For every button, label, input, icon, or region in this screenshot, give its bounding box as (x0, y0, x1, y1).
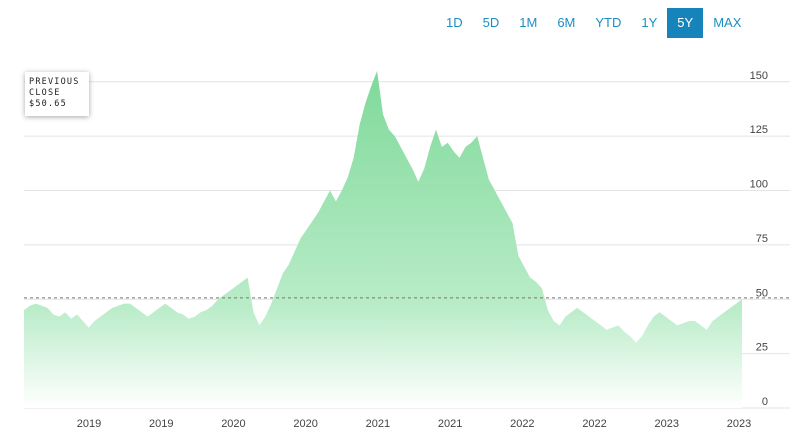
x-tick-label: 2023 (727, 418, 751, 430)
price-area (24, 70, 742, 409)
range-5d-button[interactable]: 5D (482, 15, 500, 30)
y-tick-label: 50 (756, 287, 768, 299)
y-axis-ticks: 0 25 50 75 100 125 150 (750, 70, 768, 408)
previous-close-label-2: CLOSE (29, 88, 61, 98)
range-6m-button[interactable]: 6M (557, 15, 576, 30)
range-5y-button[interactable]: 5Y (667, 8, 704, 38)
previous-close-value: $50.65 (29, 99, 67, 109)
range-1m-button[interactable]: 1M (519, 15, 538, 30)
previous-close-label-1: PREVIOUS (29, 77, 80, 87)
previous-close-badge: PREVIOUS CLOSE $50.65 (25, 72, 89, 116)
x-tick-label: 2023 (655, 418, 679, 430)
x-tick-label: 2019 (77, 418, 101, 430)
y-tick-label: 150 (750, 70, 768, 82)
y-tick-label: 75 (756, 233, 768, 245)
y-tick-label: 125 (750, 124, 768, 136)
x-tick-label: 2020 (221, 418, 245, 430)
x-tick-label: 2022 (582, 418, 606, 430)
range-1y-button[interactable]: 1Y (641, 15, 658, 30)
range-selector: 1D 5D 1M 6M YTD 1Y 5Y MAX (436, 8, 751, 38)
x-tick-label: 2021 (438, 418, 462, 430)
range-ytd-button[interactable]: YTD (595, 15, 622, 30)
y-tick-label: 25 (756, 342, 768, 354)
x-axis-ticks: 2019 2019 2020 2020 2021 2021 2022 2022 2023 2023 (77, 418, 751, 430)
x-tick-label: 2019 (149, 418, 173, 430)
y-tick-label: 100 (750, 179, 768, 191)
range-1d-button[interactable]: 1D (446, 15, 463, 30)
y-tick-label: 0 (762, 396, 768, 408)
x-tick-label: 2020 (293, 418, 317, 430)
x-tick-label: 2022 (510, 418, 534, 430)
x-tick-label: 2021 (366, 418, 390, 430)
range-max-button[interactable]: MAX (713, 15, 742, 30)
